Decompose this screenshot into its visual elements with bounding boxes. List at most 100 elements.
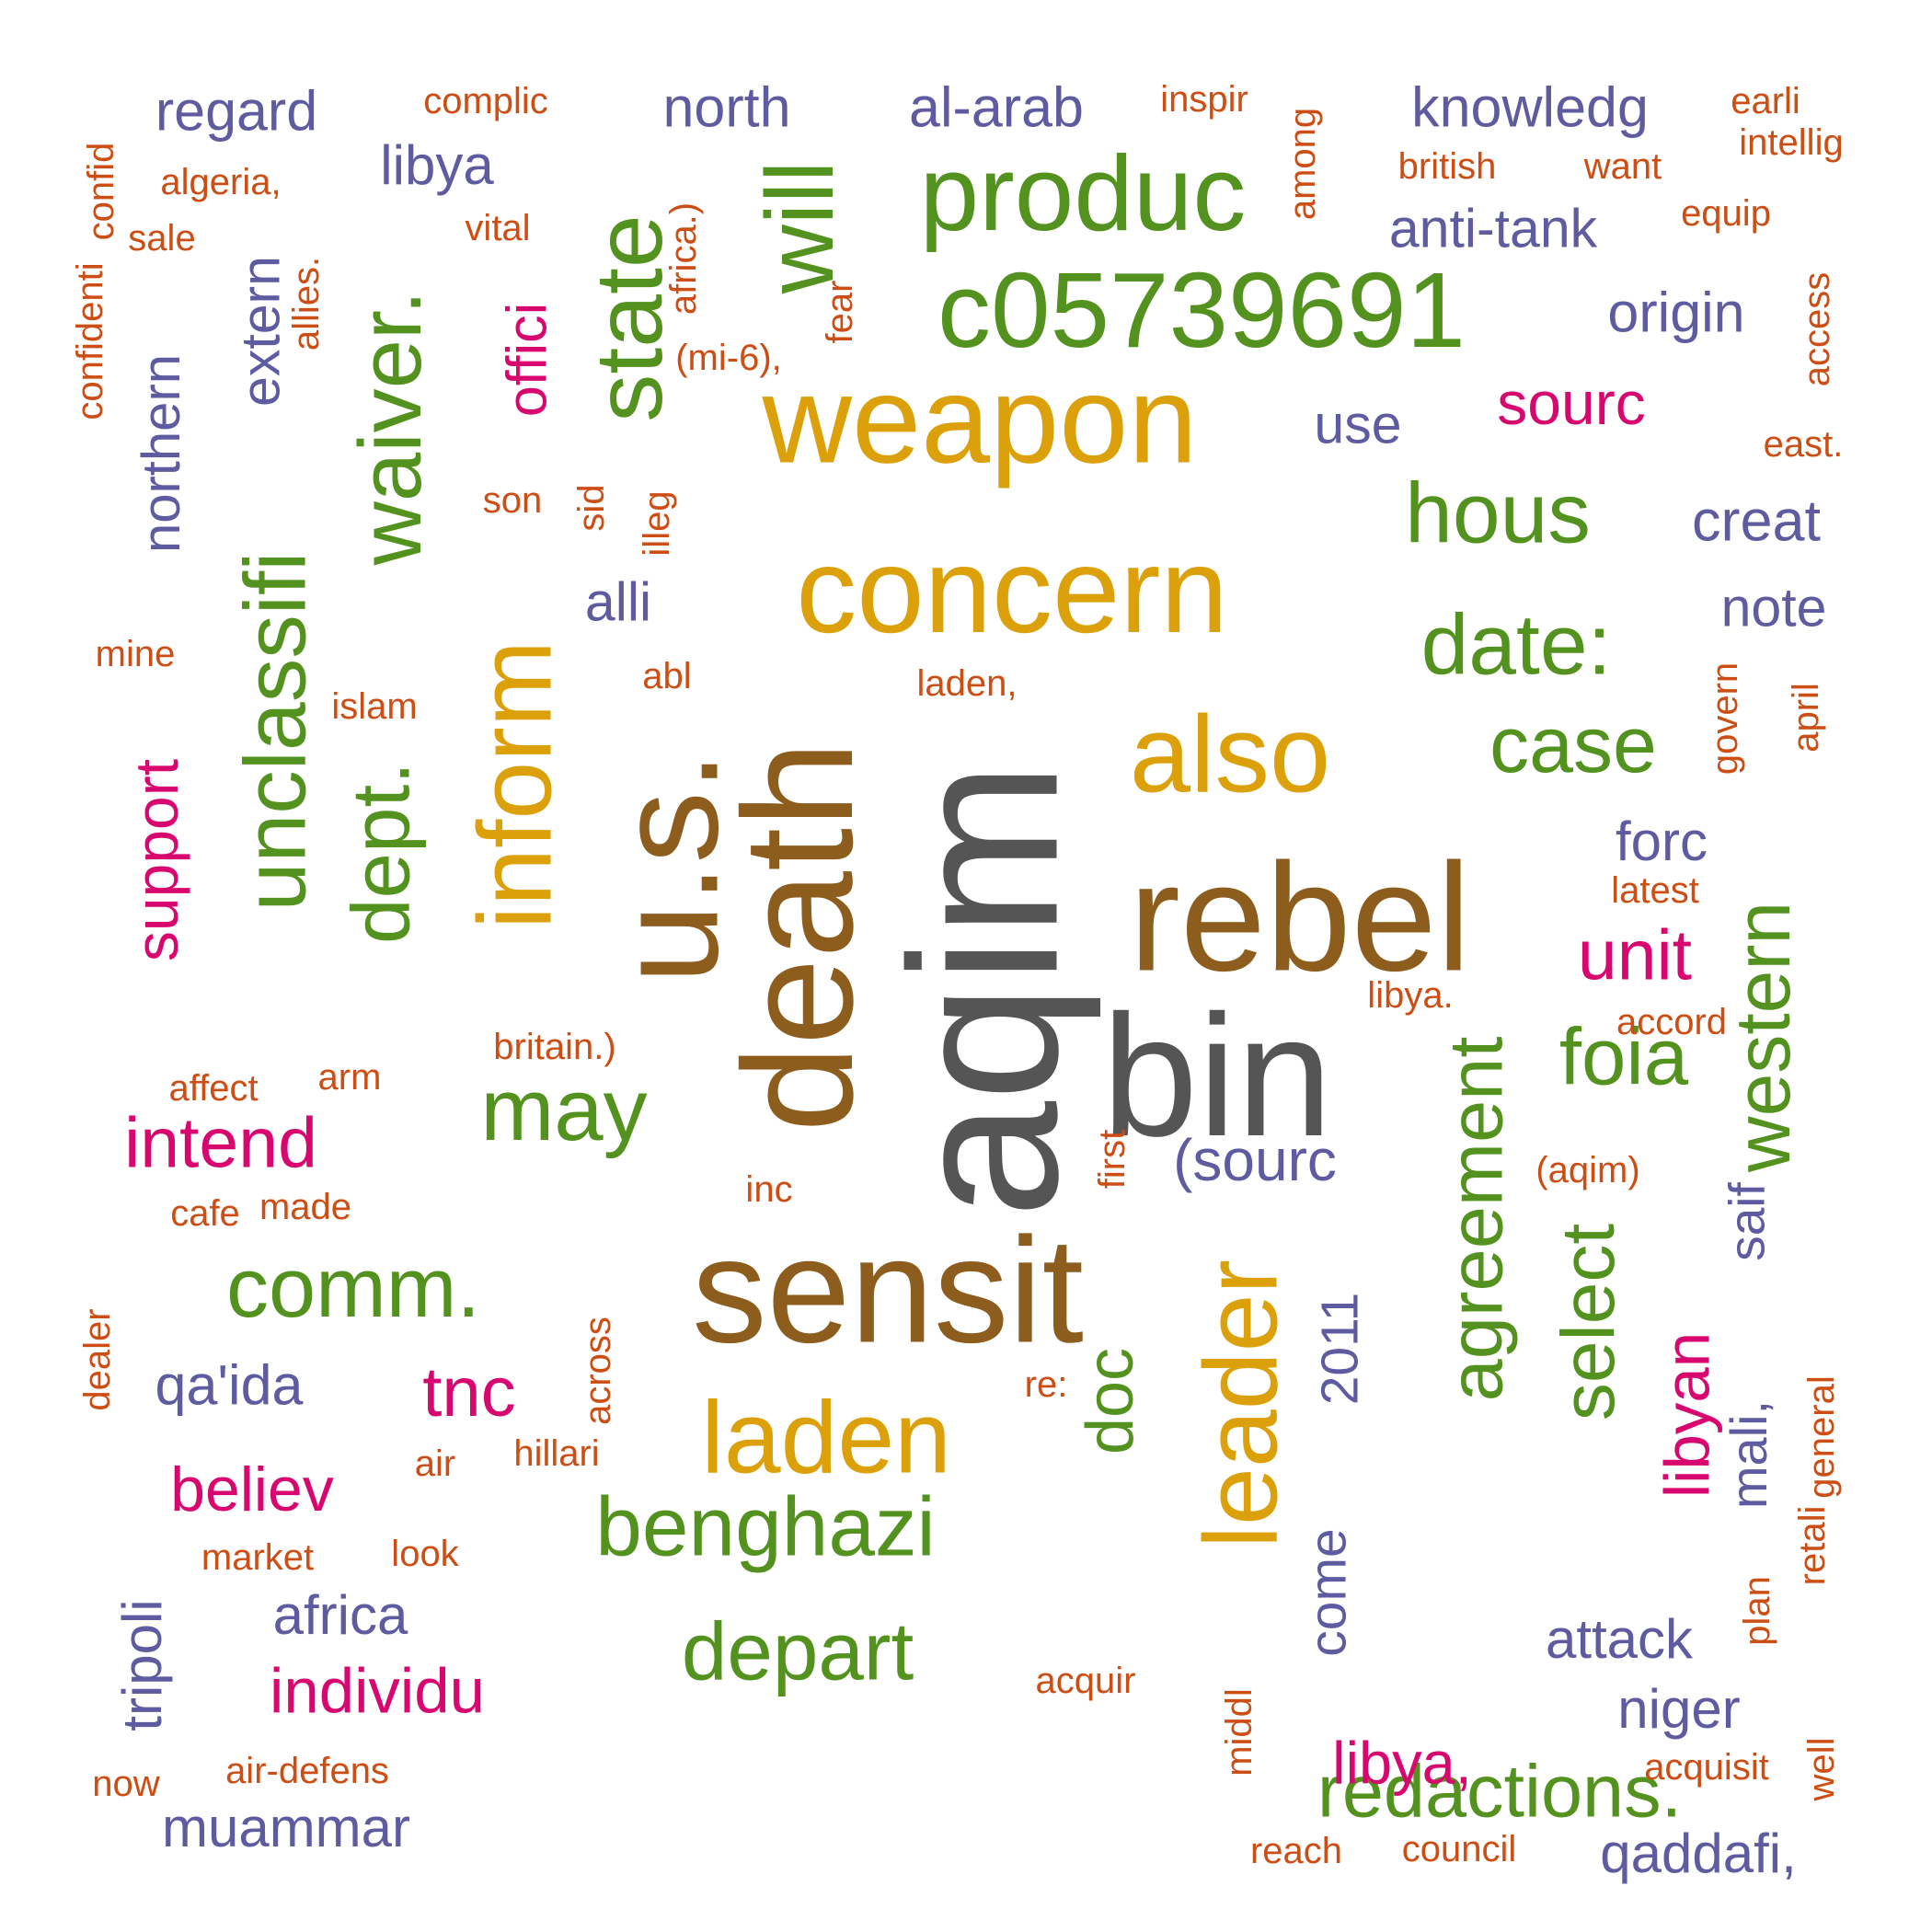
word-earli: earli: [1731, 81, 1800, 121]
word-qaddafi: qaddafi,: [1600, 1823, 1797, 1884]
word-confidenti: confidenti: [70, 262, 110, 420]
word-depart: depart: [681, 1604, 914, 1697]
word-also: also: [1129, 693, 1331, 816]
word-acquir: acquir: [1035, 1661, 1136, 1701]
word-foia: foia: [1558, 1012, 1689, 1102]
word-libya: libya.: [1367, 975, 1454, 1016]
word-tripoli: tripoli: [111, 1599, 173, 1731]
word-north: north: [662, 75, 791, 139]
word-dept: dept.: [334, 762, 427, 944]
word-regard: regard: [155, 79, 318, 143]
word-son: son: [482, 480, 543, 521]
word-hous: hous: [1405, 465, 1591, 561]
word-confid: confid: [81, 142, 121, 241]
word-redactions: redactions.: [1317, 1750, 1683, 1834]
word-africa: africa.): [663, 201, 704, 316]
word-waiver: waiver.: [341, 290, 440, 566]
word-benghazi: benghazi: [595, 1480, 936, 1574]
word-sourc: (sourc: [1173, 1127, 1337, 1193]
word-doc: doc: [1074, 1347, 1147, 1455]
word-latest: latest: [1611, 870, 1699, 911]
word-creat: creat: [1691, 489, 1822, 554]
word-aqim: (aqim): [1535, 1150, 1640, 1190]
word-vital: vital: [465, 208, 531, 248]
word-tnc: tnc: [422, 1353, 516, 1432]
word-africa: africa: [272, 1584, 408, 1646]
word-believ: believ: [170, 1455, 334, 1524]
word-want: want: [1583, 146, 1662, 187]
word-western: western: [1719, 901, 1806, 1173]
word-select: select: [1547, 1223, 1630, 1421]
word-fear: fear: [820, 280, 860, 344]
word-leader: leader: [1182, 1259, 1299, 1549]
word-mi-6: (mi-6),: [675, 338, 782, 378]
word-intend: intend: [124, 1103, 317, 1183]
word-complic: complic: [423, 81, 548, 121]
word-april: april: [1786, 683, 1826, 753]
word-air: air: [414, 1443, 456, 1484]
word-will: will: [747, 160, 854, 294]
word-saif: saif: [1718, 1182, 1776, 1261]
word-extern: extern: [230, 256, 292, 407]
word-concern: concern: [796, 523, 1228, 658]
word-acquisit: acquisit: [1644, 1747, 1769, 1788]
word-2011: 2011: [1310, 1292, 1370, 1406]
word-look: look: [391, 1534, 459, 1574]
word-bin: bin: [1101, 979, 1333, 1172]
word-first: first: [1092, 1129, 1133, 1190]
word-alli: alli: [584, 571, 652, 633]
word-access: access: [1797, 271, 1837, 387]
word-sourc: sourc: [1497, 369, 1646, 437]
word-libya: libya,: [1332, 1729, 1472, 1797]
word-weapon: weapon: [762, 350, 1198, 489]
word-now: now: [92, 1764, 160, 1804]
word-intellig: intellig: [1739, 122, 1844, 163]
word-anti-tank: anti-tank: [1388, 198, 1598, 259]
word-c05739691: c05739691: [937, 250, 1466, 370]
word-rebel: rebel: [1129, 832, 1471, 1004]
word-sensit: sensit: [692, 1205, 1084, 1374]
word-illeg: illeg: [637, 490, 677, 557]
word-come: come: [1298, 1528, 1358, 1657]
word-council: council: [1401, 1829, 1517, 1869]
word-made: made: [259, 1187, 352, 1227]
word-support: support: [122, 758, 190, 962]
word-may: may: [480, 1061, 648, 1159]
word-laden: laden: [701, 1380, 951, 1495]
word-niger: niger: [1617, 1678, 1741, 1740]
word-unclassifi: unclassifi: [226, 551, 325, 912]
word-britain: britain.): [493, 1027, 616, 1067]
word-unit: unit: [1577, 915, 1693, 995]
word-affect: affect: [168, 1068, 259, 1109]
word-accord: accord: [1616, 1002, 1728, 1042]
word-sid: sid: [571, 484, 612, 532]
word-comm: comm.: [226, 1241, 480, 1335]
word-algeria: algeria,: [160, 162, 282, 202]
word-abl: abl: [642, 656, 692, 696]
word-reach: reach: [1249, 1831, 1343, 1871]
word-note: note: [1720, 577, 1827, 638]
word-market: market: [201, 1537, 315, 1578]
word-govern: govern: [1705, 661, 1745, 776]
word-sale: sale: [128, 218, 196, 259]
word-inform: inform: [456, 640, 573, 929]
word-mine: mine: [95, 634, 176, 674]
word-across: across: [578, 1317, 618, 1425]
word-general: general: [1801, 1375, 1842, 1499]
word-individu: individu: [270, 1655, 485, 1727]
word-british: british: [1397, 146, 1497, 187]
word-forc: forc: [1615, 811, 1708, 872]
word-middl: middl: [1219, 1688, 1259, 1777]
word-cafe: cafe: [170, 1193, 240, 1234]
word-use: use: [1314, 394, 1402, 455]
word-date: date:: [1420, 596, 1612, 693]
word-agreement: agreement: [1432, 1036, 1519, 1402]
word-east: east.: [1763, 424, 1844, 465]
word-aqim: aqim: [866, 761, 1102, 1219]
word-northern: northern: [132, 353, 191, 554]
word-qa-ida: qa'ida: [155, 1353, 304, 1417]
word-inc: inc: [745, 1169, 793, 1210]
word-hillari: hillari: [513, 1433, 600, 1474]
word-inspir: inspir: [1160, 79, 1248, 120]
